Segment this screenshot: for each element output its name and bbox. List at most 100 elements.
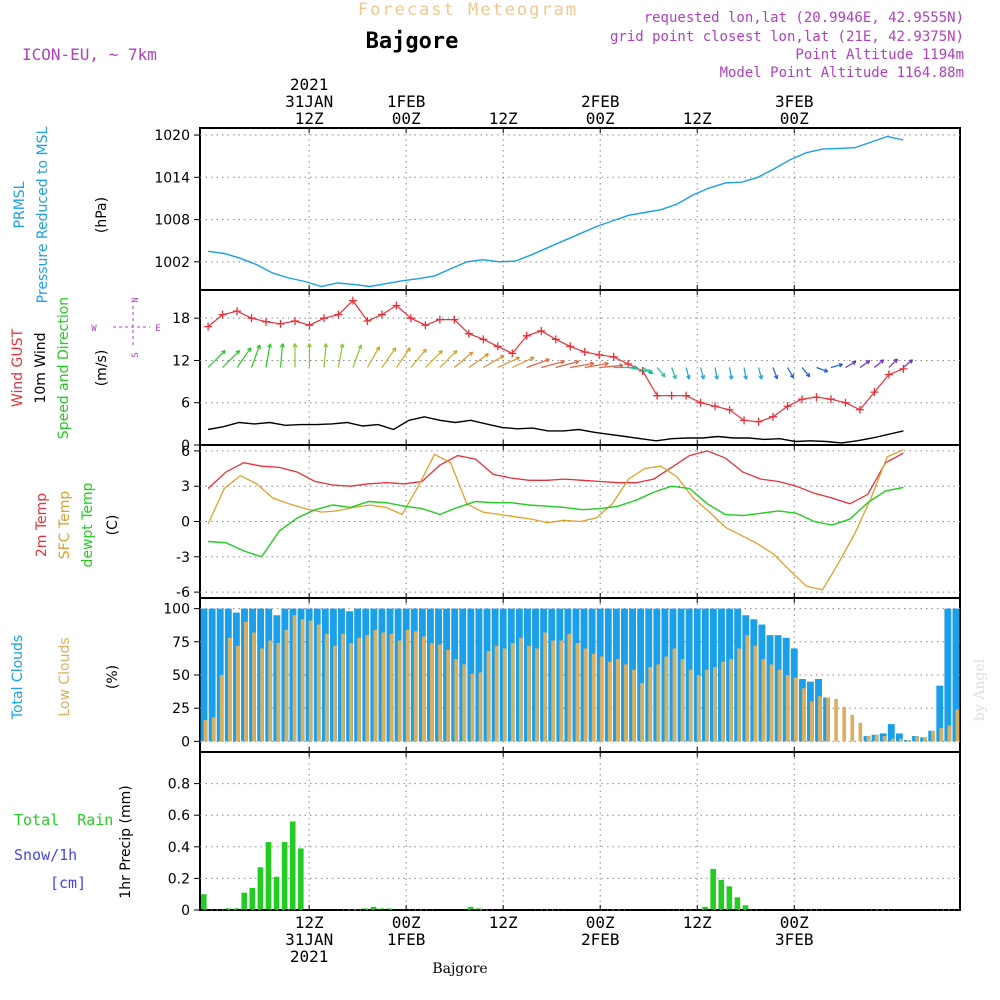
time-label: 00Z xyxy=(780,109,809,128)
wind-arrow xyxy=(366,346,380,368)
y-tick-label: 100 xyxy=(163,602,190,618)
time-label: 3FEB xyxy=(775,92,814,111)
low-cloud-bar xyxy=(559,640,564,742)
pressure-labels: PRMSL Pressure Reduced to MSL (hPa) xyxy=(12,126,110,303)
low-cloud-bar xyxy=(761,659,766,742)
low-cloud-bar xyxy=(276,643,281,742)
wind-arrow-head xyxy=(375,346,381,351)
rain-bar xyxy=(289,821,296,910)
low-cloud-bar xyxy=(219,675,224,742)
low-cloud-bar xyxy=(898,738,903,742)
gust-marker xyxy=(377,310,386,319)
wind-arrow xyxy=(323,343,327,368)
total-cloud-bar xyxy=(200,608,208,742)
gust-marker xyxy=(319,314,328,323)
total-cloud-bar xyxy=(952,608,960,742)
y-tick-label: 0.2 xyxy=(168,871,190,887)
wind-arrow xyxy=(541,360,565,369)
panel-frame xyxy=(199,127,961,291)
low-cloud-bar xyxy=(244,621,248,742)
y-tick-label: -6 xyxy=(176,585,190,601)
wind-arrow-head xyxy=(686,375,691,380)
low-cloud-bar xyxy=(365,635,369,742)
wind-arrow xyxy=(801,367,811,378)
low-cloud-bar xyxy=(907,740,911,742)
gust-marker xyxy=(305,321,314,330)
y-tick-label: 0 xyxy=(181,903,190,919)
low-cloud-bar xyxy=(826,697,830,742)
low-cloud-bar xyxy=(341,633,345,742)
y-tick-label: 0.6 xyxy=(168,808,190,824)
wind-arrow-head xyxy=(672,374,677,380)
location-title: Bajgore xyxy=(366,29,459,54)
wind-arrow xyxy=(207,350,226,368)
wind-arrow-head xyxy=(323,343,329,348)
time-label: 12Z xyxy=(295,913,324,932)
wind-arrow xyxy=(222,350,240,368)
time-label: 12Z xyxy=(683,913,712,932)
rain-bar xyxy=(249,887,256,910)
wind-arrow xyxy=(526,358,550,369)
wind-arrow xyxy=(830,363,843,369)
wind-arrow xyxy=(874,359,885,368)
prmsl-label: PRMSL xyxy=(12,181,28,228)
low-cloud-bar xyxy=(316,624,321,742)
low-cloud-bar xyxy=(284,629,289,742)
low-cloud-bar xyxy=(211,717,216,742)
low-cloud-bar xyxy=(915,736,919,742)
wind-arrow-head xyxy=(805,372,811,378)
low-cloud-bar xyxy=(486,651,491,742)
wind-arrow-head xyxy=(728,375,734,380)
y-tick-label: 0 xyxy=(181,515,190,531)
y-tick-label: 50 xyxy=(172,668,190,684)
compass-n: N xyxy=(131,297,141,302)
gust-marker xyxy=(247,314,256,323)
wind-arrow xyxy=(903,359,913,368)
low-cloud-bar xyxy=(260,648,264,742)
wind-arrow-head xyxy=(221,349,226,355)
low-cloud-bar xyxy=(615,659,620,742)
wind-arrow-head xyxy=(357,344,363,349)
y-tick-label: -3 xyxy=(176,550,190,566)
low-cloud-bar xyxy=(947,725,952,742)
wind-arrow-head xyxy=(743,375,748,380)
wind-arrow xyxy=(512,356,535,369)
time-label: 00Z xyxy=(392,109,421,128)
y-tick-label: 75 xyxy=(172,635,190,651)
wind-arrow-head xyxy=(500,354,505,360)
time-label: 00Z xyxy=(586,913,615,932)
total-cloud-bar xyxy=(936,685,944,742)
rain-bar xyxy=(370,906,377,910)
rain-bar xyxy=(475,908,482,910)
low-cloud-bar xyxy=(599,656,604,742)
low-cloud-bar xyxy=(680,659,685,742)
wind-compass: N W E S xyxy=(91,297,160,357)
time-label: 12Z xyxy=(683,109,712,128)
low-cloud-bar xyxy=(373,629,378,742)
point-altitude: Point Altitude 1194m xyxy=(795,47,964,63)
gust-label: Wind GUST xyxy=(10,328,26,407)
low-cloud-bar xyxy=(268,640,272,742)
rain-bar xyxy=(386,908,393,910)
wind-arrow-head xyxy=(700,375,706,380)
wind-arrow xyxy=(642,366,654,375)
y-tick-label: 25 xyxy=(172,701,190,717)
low-cloud-bar xyxy=(656,664,661,742)
rain-bar xyxy=(225,908,231,910)
time-label: 00Z xyxy=(780,913,809,932)
wind-arrow-head xyxy=(235,349,241,355)
temp-unit-label: (C) xyxy=(105,515,121,536)
wind-arrow xyxy=(816,366,828,373)
low-cloud-bar xyxy=(777,669,782,742)
low-cloud-bar xyxy=(203,720,208,742)
wind10m-line xyxy=(207,416,904,444)
rain-bar xyxy=(273,876,280,910)
compass-e: E xyxy=(155,324,160,334)
rain-bar xyxy=(718,879,725,910)
low-cloud-bar xyxy=(923,737,927,742)
low-cloud-bar xyxy=(543,632,547,742)
low-cloud-bar xyxy=(405,629,410,742)
gust-marker xyxy=(725,405,734,414)
time-label: 12Z xyxy=(295,109,324,128)
